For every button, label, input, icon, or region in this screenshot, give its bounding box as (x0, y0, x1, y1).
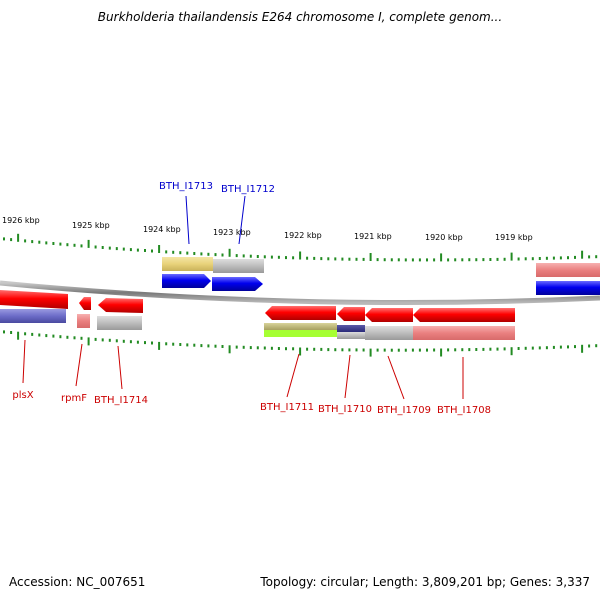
feature-band-gray[interactable] (213, 259, 264, 273)
scale-ticks-bottom (3, 330, 598, 357)
leader-line (22, 339, 26, 384)
gene-bth-i1708-arrow[interactable] (413, 308, 515, 322)
gene-arrow-right-edge[interactable] (536, 281, 600, 295)
gene-label-bth-i1712[interactable]: BTH_I1712 (221, 184, 275, 195)
gene-label-bth-i1710[interactable]: BTH_I1710 (318, 404, 372, 415)
gene-bth-i1710-arrow[interactable] (337, 307, 365, 321)
gene-label-plsx[interactable]: plsX (12, 390, 33, 401)
leader-line (344, 354, 351, 399)
gene-label-bth-i1713[interactable]: BTH_I1713 (159, 181, 213, 192)
scale-label: 1924 kbp (143, 225, 181, 234)
scale-labels: 1926 kbp 1925 kbp 1924 kbp 1923 kbp 1922… (2, 216, 533, 242)
leader-line (185, 195, 190, 245)
gene-plsx-arrow[interactable] (0, 290, 68, 309)
gene-label-bth-i1708[interactable]: BTH_I1708 (437, 405, 491, 416)
leader-line (117, 345, 123, 390)
topology-summary: Topology: circular; Length: 3,809,201 bp… (260, 575, 590, 589)
chromosome-backbone (0, 280, 600, 306)
leader-line (238, 195, 246, 245)
gene-rpmf-arrow[interactable] (79, 297, 91, 310)
feature-band-yellow[interactable] (162, 257, 213, 271)
scale-label: 1920 kbp (425, 233, 463, 242)
forward-strand-features (162, 257, 600, 295)
leader-line (286, 353, 300, 398)
gene-label-bth-i1714[interactable]: BTH_I1714 (94, 395, 148, 406)
leader-line (387, 355, 405, 400)
feature-band-pink[interactable] (536, 263, 600, 277)
scale-label: 1926 kbp (2, 216, 40, 225)
gene-label-rpmf[interactable]: rpmF (61, 393, 87, 404)
scale-label: 1925 kbp (72, 221, 110, 230)
feature-band-gray[interactable] (365, 326, 413, 340)
gene-label-bth-i1711[interactable]: BTH_I1711 (260, 402, 314, 413)
feature-band-navy[interactable] (337, 325, 365, 332)
label-leaders (22, 195, 464, 400)
scale-label: 1919 kbp (495, 233, 533, 242)
feature-band-lime[interactable] (264, 330, 337, 337)
gene-bth-i1714-arrow[interactable] (98, 298, 143, 313)
scale-label: 1922 kbp (284, 231, 322, 240)
gene-label-bth-i1709[interactable]: BTH_I1709 (377, 405, 431, 416)
gene-bth-i1711-arrow[interactable] (265, 306, 336, 320)
scale-label: 1923 kbp (213, 228, 251, 237)
leader-line (75, 343, 83, 387)
reverse-strand-features (0, 290, 515, 340)
feature-band-pink[interactable] (413, 326, 515, 340)
feature-band-pink[interactable] (77, 314, 90, 328)
scale-label: 1921 kbp (354, 232, 392, 241)
gene-bth-i1709-arrow[interactable] (365, 308, 413, 322)
feature-band-purple[interactable] (0, 309, 66, 323)
feature-band-gray[interactable] (337, 332, 365, 339)
feature-band-gray[interactable] (97, 316, 142, 330)
gene-bth-i1713-arrow[interactable] (162, 274, 211, 288)
feature-band-olive[interactable] (264, 323, 337, 330)
scale-ticks-top (3, 233, 598, 262)
accession-text: Accession: NC_007651 (9, 575, 146, 589)
map-title: Burkholderia thailandensis E264 chromoso… (97, 10, 503, 24)
gene-bth-i1712-arrow[interactable] (212, 277, 263, 291)
